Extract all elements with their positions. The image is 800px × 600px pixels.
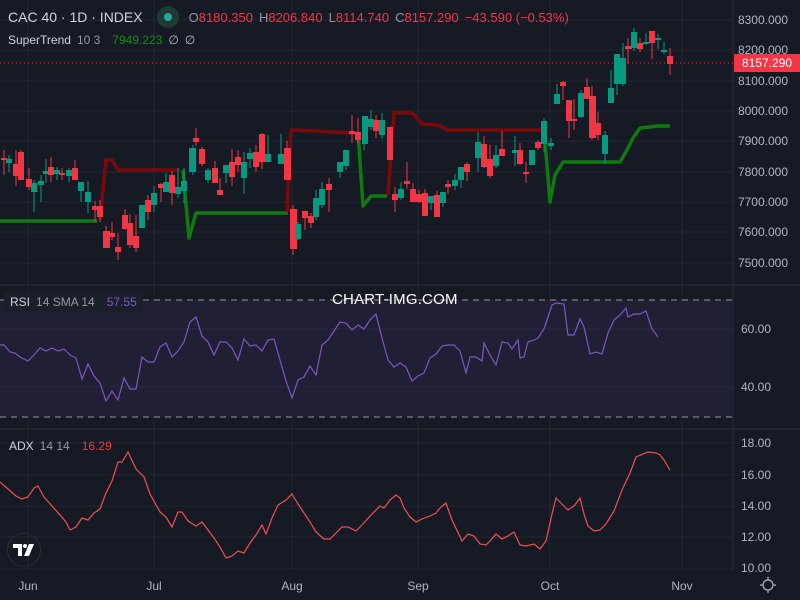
price-tick: 8100.000 bbox=[737, 74, 788, 88]
adx-tick: 18.00 bbox=[740, 436, 771, 450]
time-tick: Nov bbox=[671, 579, 693, 593]
rsi-legend[interactable]: RSI 14 SMA 14 57.55 bbox=[4, 291, 143, 313]
watermark: CHART-IMG.COM bbox=[332, 291, 458, 308]
price-tick: 8300.000 bbox=[737, 13, 788, 27]
price-tick: 7900.000 bbox=[737, 134, 788, 148]
rsi-tick: 60.00 bbox=[740, 322, 771, 336]
adx-tick: 14.00 bbox=[740, 499, 771, 513]
adx-value: 16.29 bbox=[81, 439, 112, 453]
adx-tick: 16.00 bbox=[740, 468, 771, 482]
price-tick: 8200.000 bbox=[737, 43, 788, 57]
open-label: O bbox=[188, 9, 199, 25]
time-tick: Sep bbox=[407, 579, 429, 593]
rsi-line bbox=[0, 302, 659, 403]
adx-line bbox=[0, 450, 671, 559]
high-value: 8206.840 bbox=[268, 9, 323, 25]
settings-gear-icon[interactable] bbox=[760, 577, 776, 598]
adx-params: 14 14 bbox=[39, 439, 70, 453]
rsi-params: 14 SMA 14 bbox=[36, 295, 95, 309]
price-tick: 7700.000 bbox=[737, 195, 788, 209]
adx-legend[interactable]: ADX 14 14 16.29 bbox=[9, 439, 112, 453]
tradingview-logo-icon[interactable] bbox=[7, 533, 41, 567]
supertrend-name: SuperTrend bbox=[8, 33, 71, 47]
adx-name: ADX bbox=[9, 439, 34, 453]
low-label: L bbox=[328, 9, 336, 25]
price-tick: 7800.000 bbox=[737, 165, 788, 179]
symbol-title[interactable]: CAC 40 · 1D · INDEX bbox=[8, 9, 143, 25]
price-tick: 7500.000 bbox=[737, 256, 788, 270]
rsi-value: 57.55 bbox=[106, 295, 137, 309]
price-tick: 8000.000 bbox=[737, 104, 788, 118]
price-tick: 7600.000 bbox=[737, 225, 788, 239]
change-value: −43.590 (−0.53%) bbox=[464, 9, 569, 25]
close-label: C bbox=[395, 9, 405, 25]
supertrend-value: 7949.223 bbox=[112, 33, 163, 47]
adx-tick: 12.00 bbox=[740, 530, 771, 544]
symbol-legend: CAC 40 · 1D · INDEX O8180.350 H8206.840 … bbox=[8, 6, 569, 28]
time-tick: Oct bbox=[540, 579, 560, 593]
low-value: 8114.740 bbox=[335, 9, 390, 25]
time-tick: Aug bbox=[281, 579, 303, 593]
candles bbox=[1, 28, 673, 260]
last-price-tag: 8157.290 bbox=[734, 54, 800, 72]
supertrend-params: 10 3 bbox=[76, 33, 101, 47]
rsi-name: RSI bbox=[10, 295, 31, 309]
market-status-icon bbox=[156, 6, 179, 28]
adx-tick: 10.00 bbox=[740, 561, 771, 575]
rsi-tick: 40.00 bbox=[740, 380, 771, 394]
empty-set-icon: ∅ bbox=[168, 33, 179, 47]
open-value: 8180.350 bbox=[198, 9, 253, 25]
supertrend-legend[interactable]: SuperTrend 10 3 7949.223 ∅ ∅ bbox=[8, 33, 195, 47]
empty-set-icon: ∅ bbox=[184, 33, 196, 47]
time-tick: Jul bbox=[146, 579, 162, 593]
close-value: 8157.290 bbox=[404, 9, 459, 25]
high-label: H bbox=[258, 9, 269, 25]
time-tick: Jun bbox=[18, 579, 38, 593]
